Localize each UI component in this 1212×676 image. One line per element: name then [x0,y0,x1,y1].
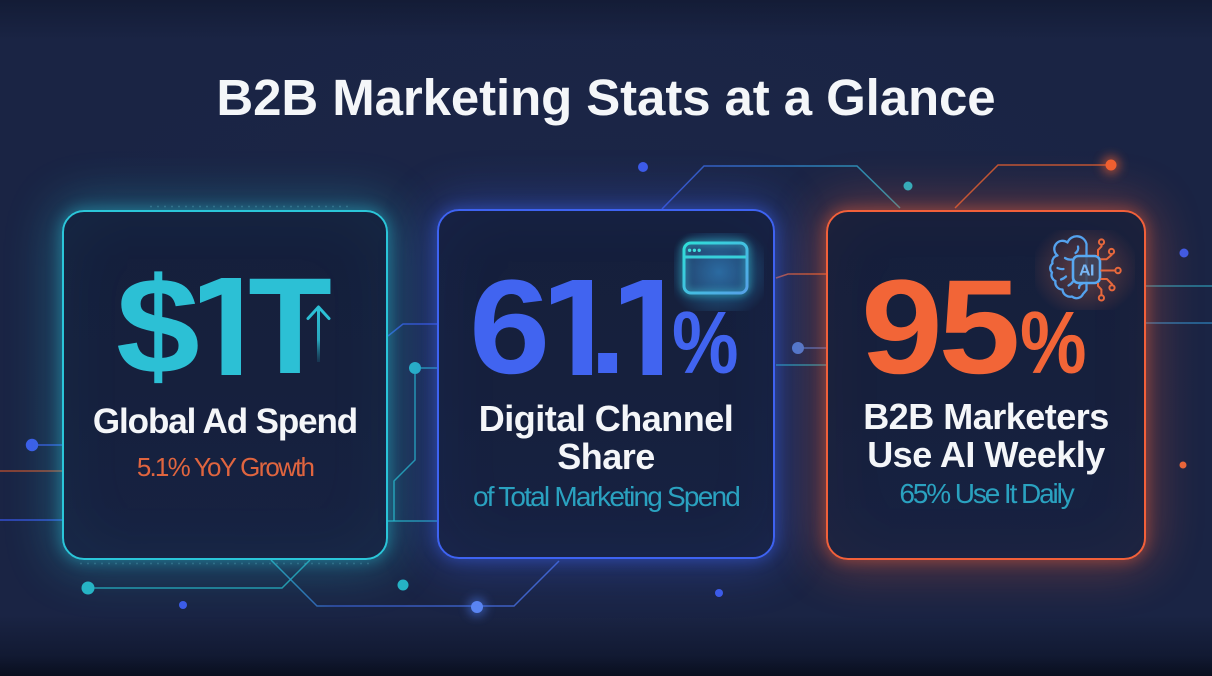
svg-text:AI: AI [1079,263,1094,280]
